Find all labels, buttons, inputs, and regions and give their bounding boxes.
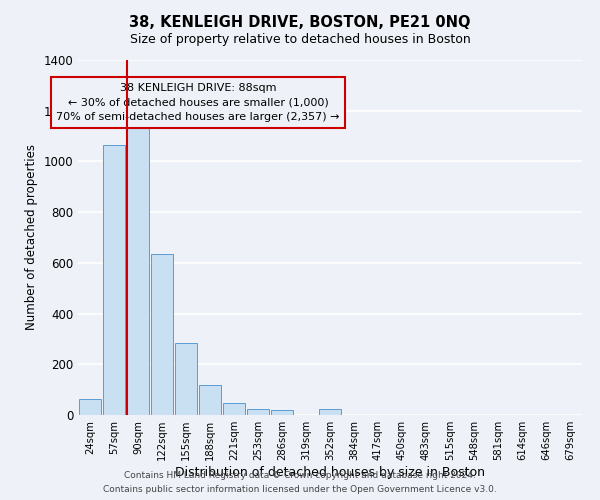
Text: Size of property relative to detached houses in Boston: Size of property relative to detached ho… <box>130 32 470 46</box>
Bar <box>103 145 125 415</box>
X-axis label: Distribution of detached houses by size in Boston: Distribution of detached houses by size … <box>175 466 485 479</box>
Bar <box>127 122 149 415</box>
Bar <box>271 410 293 415</box>
Y-axis label: Number of detached properties: Number of detached properties <box>25 144 38 330</box>
Bar <box>175 342 197 415</box>
Bar <box>319 410 341 415</box>
Text: Contains public sector information licensed under the Open Government Licence v3: Contains public sector information licen… <box>103 486 497 494</box>
Text: 38, KENLEIGH DRIVE, BOSTON, PE21 0NQ: 38, KENLEIGH DRIVE, BOSTON, PE21 0NQ <box>129 15 471 30</box>
Bar <box>247 410 269 415</box>
Text: 38 KENLEIGH DRIVE: 88sqm
← 30% of detached houses are smaller (1,000)
70% of sem: 38 KENLEIGH DRIVE: 88sqm ← 30% of detach… <box>56 83 340 122</box>
Bar <box>151 254 173 415</box>
Bar <box>79 398 101 415</box>
Text: Contains HM Land Registry data © Crown copyright and database right 2024.: Contains HM Land Registry data © Crown c… <box>124 470 476 480</box>
Bar <box>199 384 221 415</box>
Bar <box>223 403 245 415</box>
